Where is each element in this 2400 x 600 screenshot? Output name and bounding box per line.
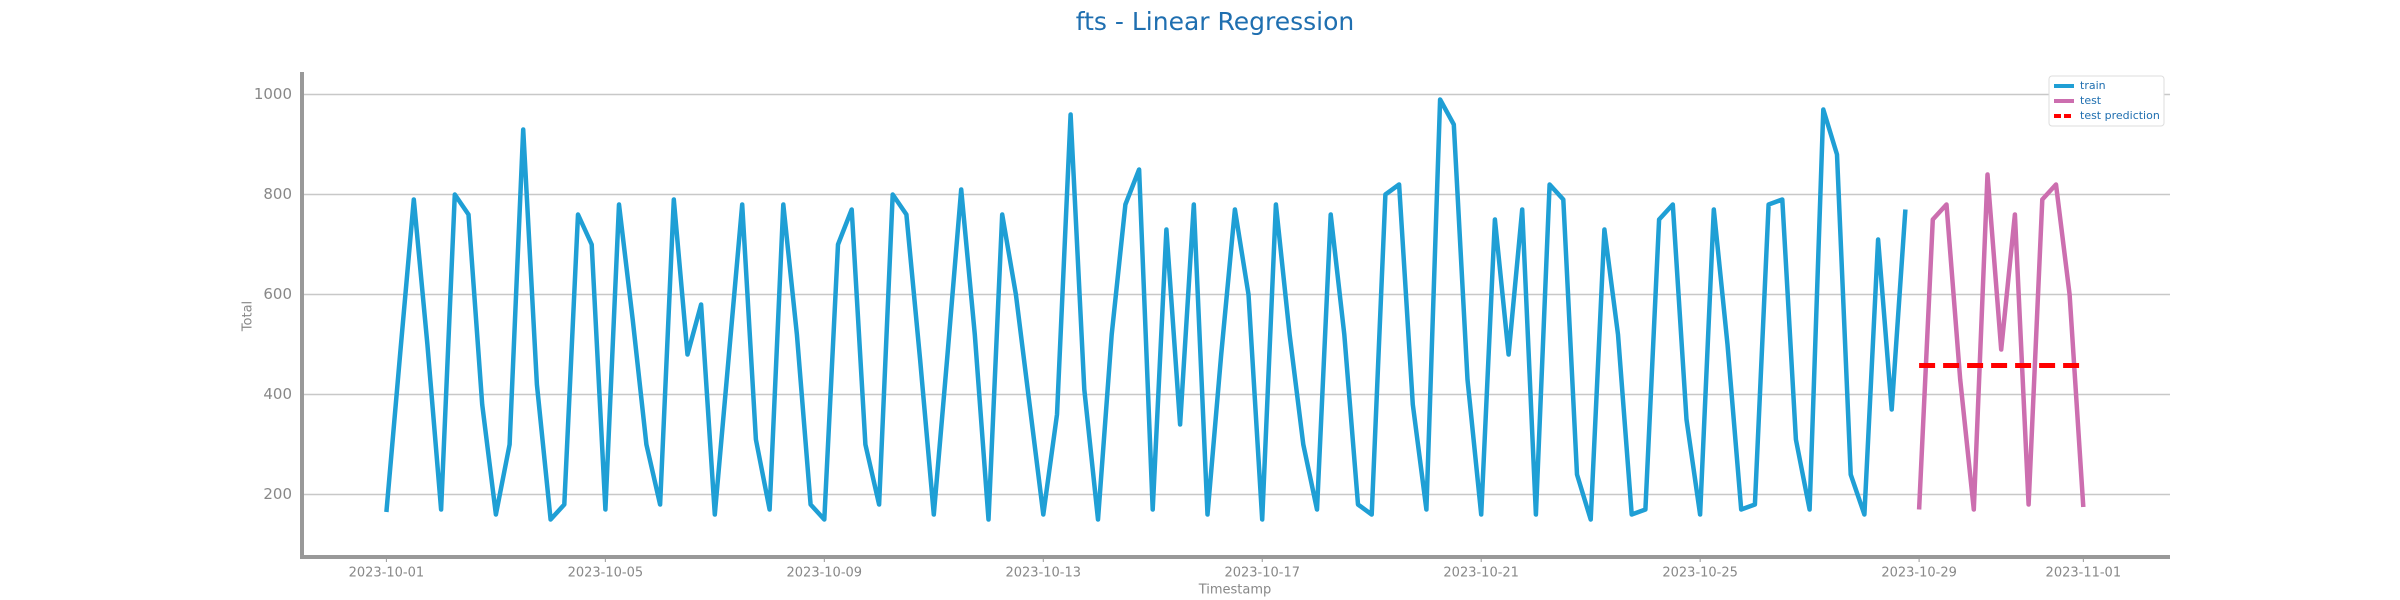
y-tick-label: 200 (263, 485, 292, 503)
y-tick-label: 1000 (254, 85, 292, 103)
x-tick-label: 2023-10-09 (787, 566, 863, 581)
x-tick-label: 2023-10-01 (349, 566, 425, 581)
x-tick-label: 2023-10-05 (568, 566, 644, 581)
x-axis-label: Timestamp (1198, 583, 1272, 598)
y-tick-label: 800 (263, 185, 292, 203)
y-axis-label: Total (241, 301, 256, 332)
x-tick-label: 2023-10-25 (1662, 566, 1738, 581)
x-tick-label: 2023-10-13 (1005, 566, 1081, 581)
x-tick-label: 2023-10-29 (1881, 566, 1957, 581)
legend-label: train (2080, 79, 2106, 92)
x-tick-label: 2023-10-17 (1224, 566, 1300, 581)
x-tick-label: 2023-10-21 (1443, 566, 1519, 581)
y-tick-label: 600 (263, 285, 292, 303)
legend-label: test prediction (2080, 109, 2160, 122)
line (1916, 172, 2086, 512)
chart-title: fts - Linear Regression (1076, 7, 1355, 36)
x-tick-label: 2023-11-01 (2046, 566, 2122, 581)
legend-box (2048, 75, 2165, 127)
legend-label: test (2080, 94, 2102, 107)
line (384, 97, 1908, 522)
y-tick-label: 400 (263, 385, 292, 403)
